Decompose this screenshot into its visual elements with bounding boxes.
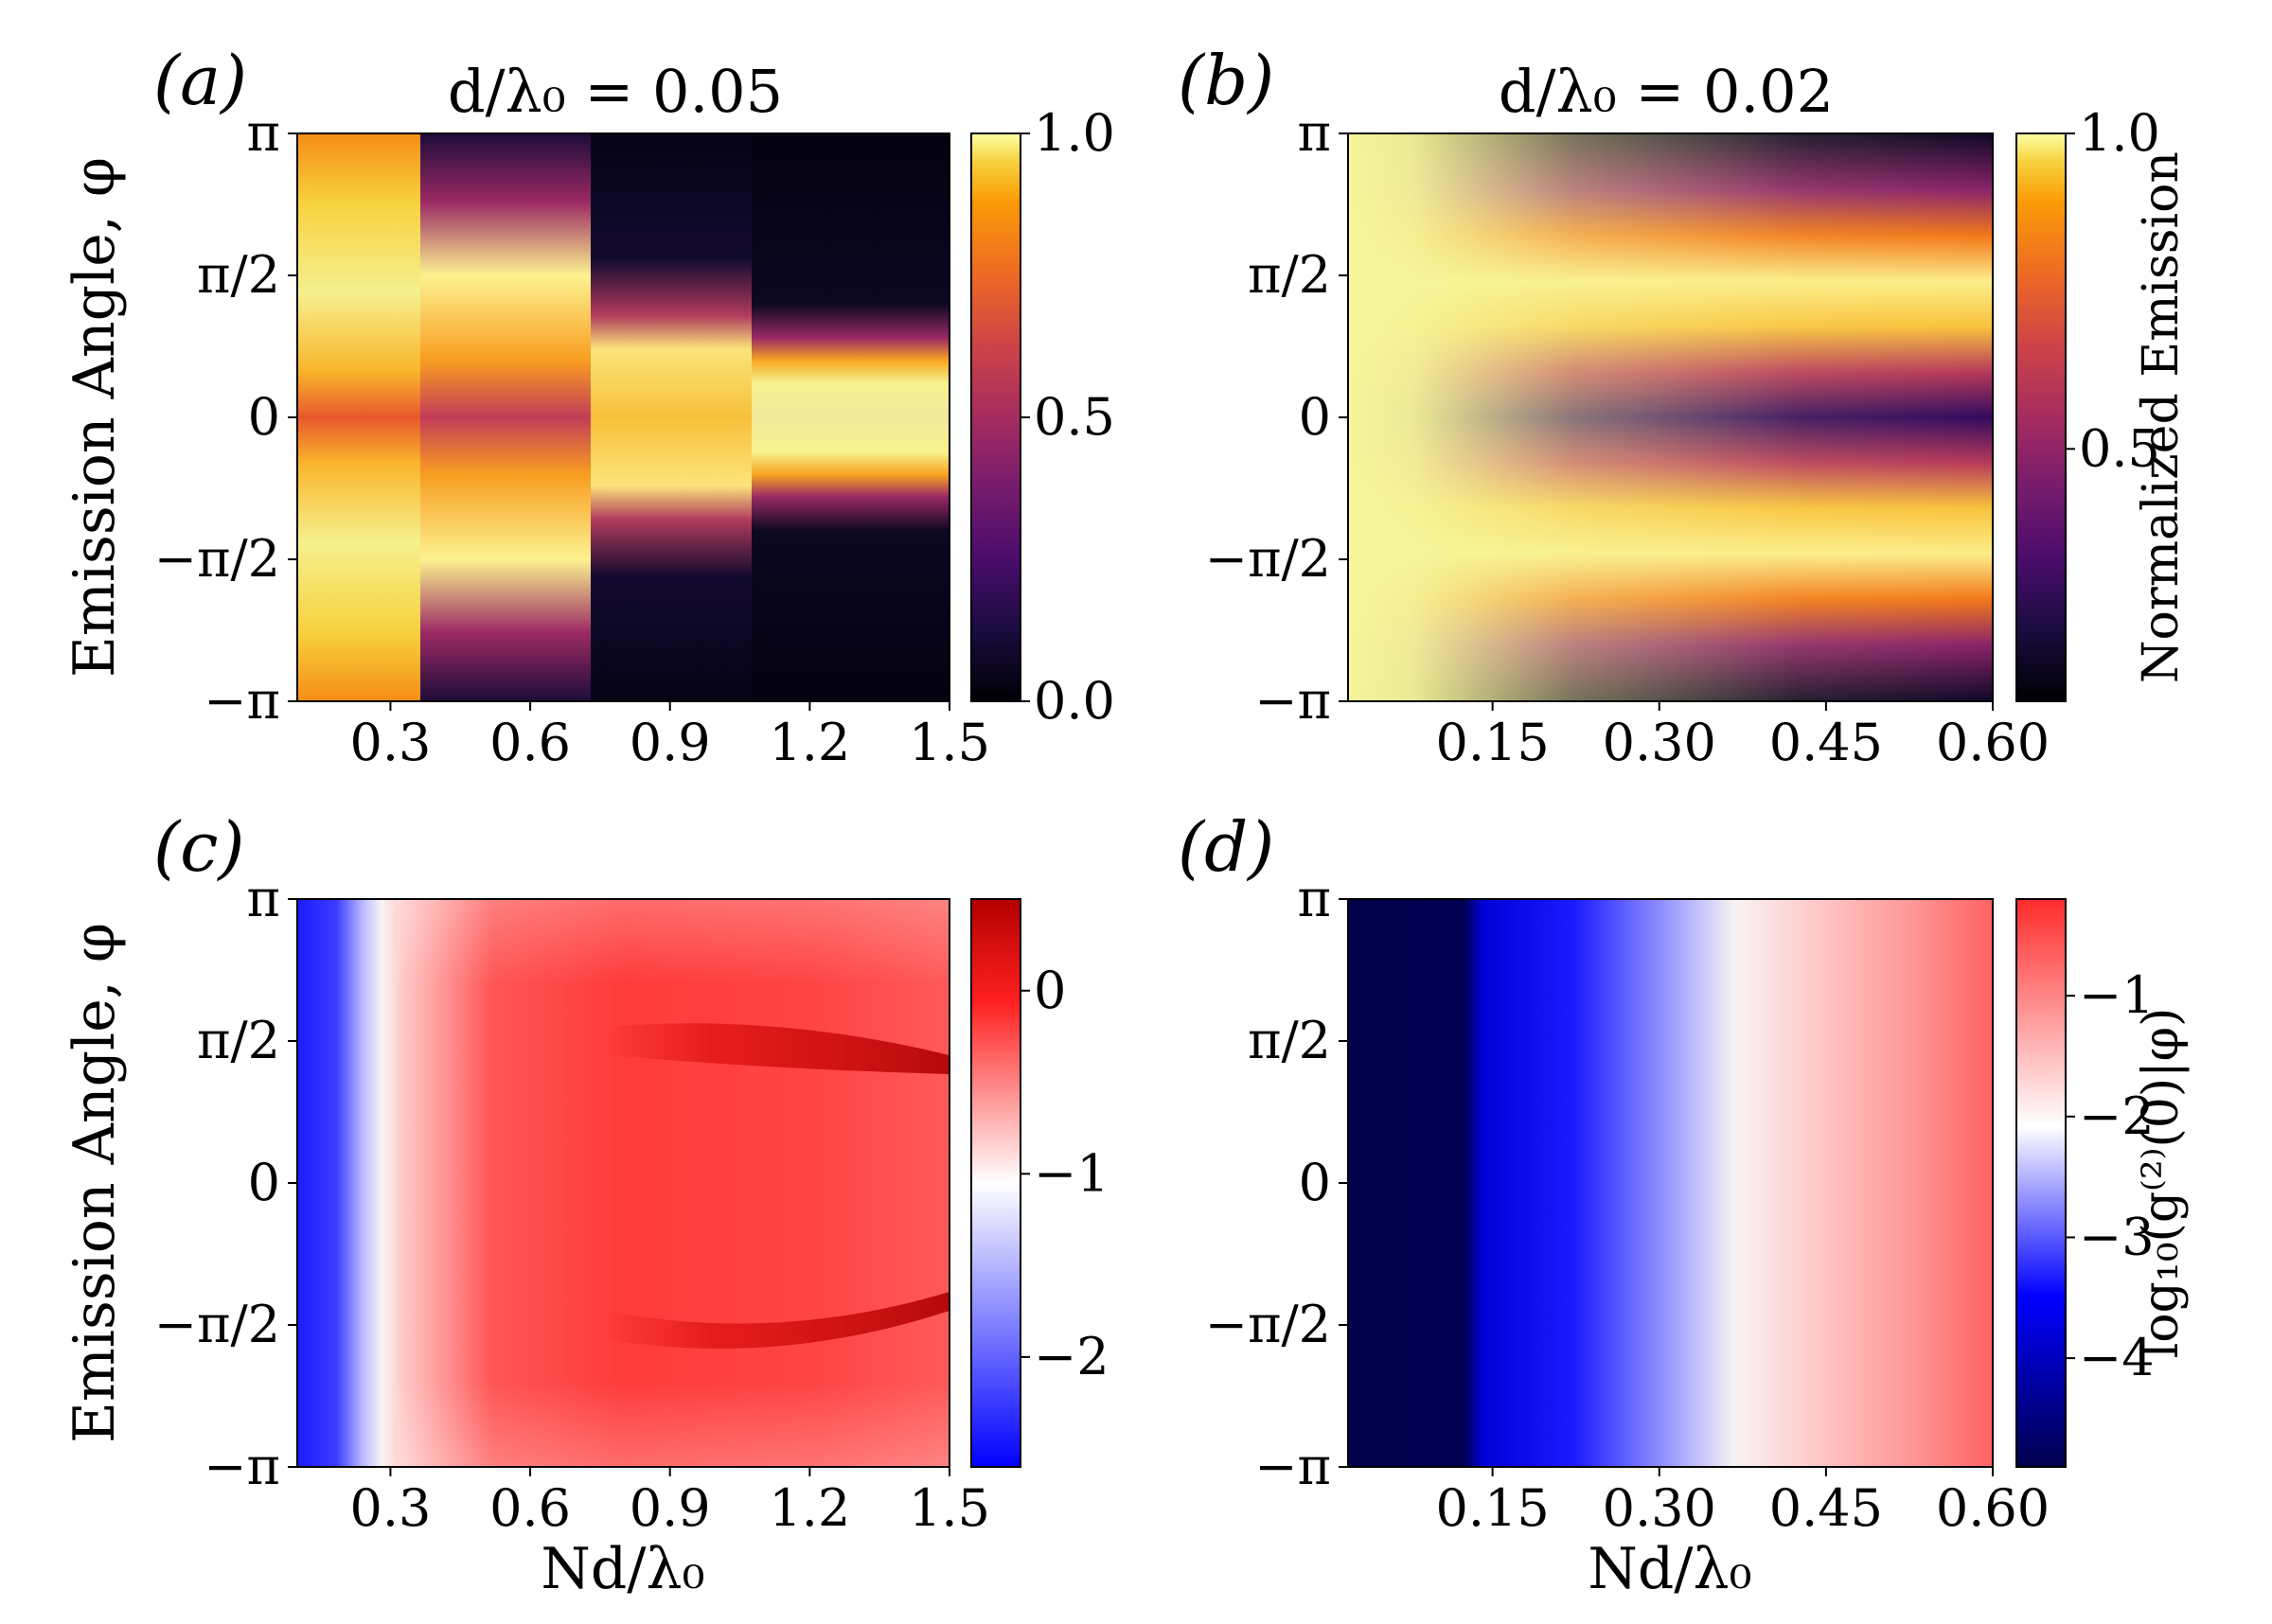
colorbar-tick-label: 0.5 (2079, 418, 2160, 478)
y-tick-label: 0 (1299, 387, 1331, 447)
y-tick-label: −π (204, 671, 280, 731)
y-tick-label: 0 (248, 387, 280, 447)
y-tick-label: 0 (248, 1153, 280, 1212)
x-axis-label-c: Nd/λ₀ (541, 1536, 704, 1602)
labels-layer: (a) d/λ₀ = 0.05 (b) d/λ₀ = 0.02 (c) (d) … (62, 41, 2190, 1602)
colorbar-tick-label: 1.0 (2079, 103, 2160, 163)
heatmap-b (1348, 133, 1993, 701)
panel-title-a: d/λ₀ = 0.05 (448, 57, 783, 126)
panel-label-c: (c) (153, 807, 245, 887)
y-tick-label: π/2 (197, 245, 280, 305)
y-tick-label: −π (204, 1437, 280, 1496)
x-tick-label: 1.5 (909, 713, 990, 772)
y-tick-label: −π/2 (154, 529, 280, 589)
panel-a (296, 132, 1021, 702)
y-tick-label: π/2 (197, 1011, 280, 1070)
panel-b (1347, 132, 2067, 702)
heatmap-a (297, 133, 950, 701)
colorbar-tick-label: 0.0 (1034, 671, 1115, 731)
x-tick-label: 1.5 (909, 1478, 990, 1538)
x-tick-label: 0.60 (1936, 713, 2050, 772)
y-tick-label: 0 (1299, 1153, 1331, 1212)
colorbar-label-d: log₁₀(g⁽²⁾(0)|φ) (2133, 1008, 2190, 1359)
x-tick-label: 0.30 (1603, 1478, 1716, 1538)
x-tick-label: 1.2 (769, 713, 850, 772)
y-tick-label: −π (1254, 1437, 1331, 1496)
colorbar-a (970, 132, 1021, 702)
x-tick-label: 0.45 (1769, 1478, 1883, 1538)
panel-label-a: (a) (153, 41, 247, 120)
x-tick-label: 0.45 (1769, 713, 1883, 772)
heatmap-d (1348, 899, 1993, 1467)
y-tick-label: π/2 (1248, 245, 1331, 305)
colorbar-tick-label: 0.5 (1034, 387, 1115, 447)
y-axis-label-c: Emission Angle, φ (62, 923, 128, 1443)
panel-label-b: (b) (1178, 41, 1274, 120)
x-tick-label: 0.3 (349, 713, 431, 772)
x-tick-label: 0.6 (489, 713, 571, 772)
colorbar-tick-label: −2 (2079, 1086, 2155, 1146)
heatmap-c (297, 899, 950, 1467)
y-tick-label: −π (1254, 671, 1331, 731)
colorbar-tick-label: 1.0 (1034, 103, 1115, 163)
x-tick-label: 0.9 (630, 1478, 711, 1538)
y-tick-label: −π/2 (154, 1295, 280, 1354)
panel-title-b: d/λ₀ = 0.02 (1499, 57, 1834, 126)
colorbar-c (970, 898, 1021, 1468)
ticks-layer: 0.3 0.6 0.9 1.2 1.5 −π −π/2 0 π/2 π 0.0 0.5 1.0 0.15 0… (154, 103, 2160, 1538)
y-tick-label: −π/2 (1205, 529, 1331, 589)
colorbar-b (2015, 132, 2067, 702)
colorbar-d (2015, 898, 2067, 1468)
x-tick-label: 0.15 (1436, 713, 1550, 772)
colorbar-label-b: Normalized Emission (2133, 151, 2190, 683)
panel-c (296, 898, 1021, 1468)
colorbar-tick-label: −4 (2079, 1328, 2155, 1387)
x-tick-label: 1.2 (769, 1478, 850, 1538)
colorbar-tick-label: 0 (1034, 961, 1066, 1020)
y-tick-label: π (247, 869, 281, 928)
x-tick-label: 0.6 (489, 1478, 571, 1538)
y-axis-label-a: Emission Angle, φ (62, 157, 128, 678)
colorbar-tick-label: −3 (2079, 1207, 2155, 1266)
y-tick-label: π/2 (1248, 1011, 1331, 1070)
colorbar-tick-label: −1 (1034, 1143, 1109, 1203)
y-tick-label: π (1298, 103, 1332, 163)
x-tick-label: 0.60 (1936, 1478, 2050, 1538)
x-axis-label-d: Nd/λ₀ (1588, 1536, 1751, 1602)
y-tick-label: π (1298, 869, 1332, 928)
x-tick-label: 0.30 (1603, 713, 1716, 772)
panel-label-d: (d) (1178, 807, 1274, 887)
x-tick-label: 0.3 (349, 1478, 431, 1538)
x-tick-label: 0.15 (1436, 1478, 1550, 1538)
x-tick-label: 0.9 (630, 713, 711, 772)
colorbar-tick-label: −1 (2079, 965, 2155, 1025)
y-tick-label: π (247, 103, 281, 163)
panel-d (1347, 898, 2067, 1468)
y-tick-label: −π/2 (1205, 1295, 1331, 1354)
colorbar-tick-label: −2 (1034, 1327, 1109, 1386)
